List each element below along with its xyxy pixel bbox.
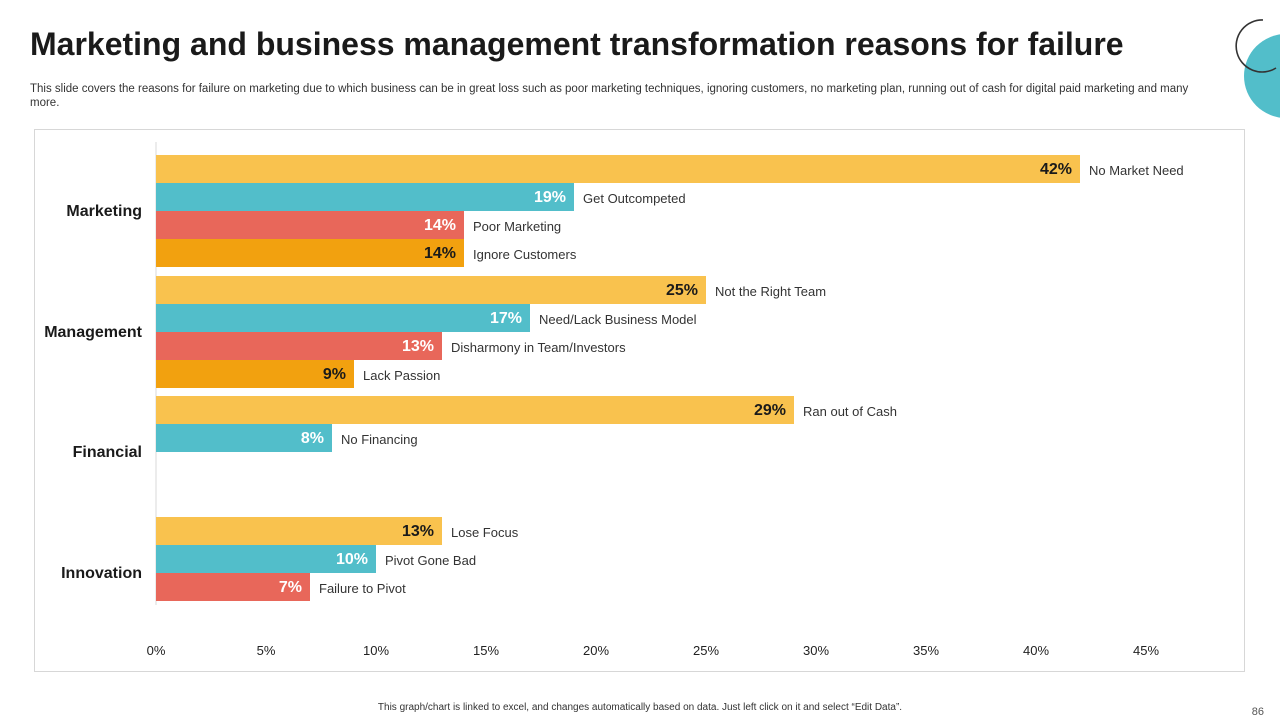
bar-reason-label: Ran out of Cash bbox=[803, 404, 897, 419]
bar-reason-label: Disharmony in Team/Investors bbox=[451, 340, 626, 355]
x-tick-label: 30% bbox=[803, 643, 829, 658]
bar-management-3 bbox=[156, 360, 354, 388]
bar-reason-label: Failure to Pivot bbox=[319, 581, 406, 596]
data-label: 13% bbox=[402, 523, 434, 540]
x-tick-label: 10% bbox=[363, 643, 389, 658]
slide-subtitle: This slide covers the reasons for failur… bbox=[30, 83, 1189, 109]
category-label-financial: Financial bbox=[73, 444, 142, 461]
bar-innovation-0 bbox=[156, 517, 442, 545]
bar-innovation-2 bbox=[156, 573, 310, 601]
data-label: 13% bbox=[402, 338, 434, 355]
category-label-management: Management bbox=[44, 324, 142, 341]
data-label: 25% bbox=[666, 282, 698, 299]
x-tick-label: 40% bbox=[1023, 643, 1049, 658]
bar-financial-1 bbox=[156, 424, 332, 452]
bar-reason-label: Get Outcompeted bbox=[583, 191, 686, 206]
bar-management-0 bbox=[156, 276, 706, 304]
x-tick-label: 35% bbox=[913, 643, 939, 658]
x-tick-label: 15% bbox=[473, 643, 499, 658]
bar-reason-label: Not the Right Team bbox=[715, 284, 826, 299]
data-label: 29% bbox=[754, 402, 786, 419]
bar-reason-label: Poor Marketing bbox=[473, 219, 561, 234]
x-tick-label: 0% bbox=[147, 643, 166, 658]
outline-arc bbox=[1235, 19, 1277, 73]
data-label: 10% bbox=[336, 551, 368, 568]
bar-marketing-3 bbox=[156, 239, 464, 267]
bar-reason-label: No Market Need bbox=[1089, 163, 1184, 178]
category-label-marketing: Marketing bbox=[66, 203, 142, 220]
bar-reason-label: No Financing bbox=[341, 432, 418, 447]
bar-innovation-1 bbox=[156, 545, 376, 573]
slide-title: Marketing and business management transf… bbox=[30, 26, 1124, 62]
data-label: 14% bbox=[424, 217, 456, 234]
data-label: 8% bbox=[301, 430, 324, 447]
data-label: 19% bbox=[534, 189, 566, 206]
footer-note: This graph/chart is linked to excel, and… bbox=[377, 702, 903, 713]
bar-management-2 bbox=[156, 332, 442, 360]
bar-chart: 0% 5% 10% 15% 20% 25% 30% 35% 40% 45% Marketing 42%… bbox=[44, 142, 1184, 658]
bar-reason-label: Need/Lack Business Model bbox=[539, 312, 697, 327]
chart-frame: 0% 5% 10% 15% 20% 25% 30% 35% 40% 45% Marketing 42%… bbox=[34, 129, 1245, 672]
x-tick-label: 25% bbox=[693, 643, 719, 658]
decorative-circles-icon bbox=[1235, 19, 1280, 118]
bar-reason-label: Lose Focus bbox=[451, 525, 519, 540]
x-tick-label: 45% bbox=[1133, 643, 1159, 658]
x-tick-label: 5% bbox=[257, 643, 276, 658]
bar-reason-label: Ignore Customers bbox=[473, 247, 577, 262]
page-number: 86 bbox=[1251, 706, 1264, 718]
bar-reason-label: Lack Passion bbox=[363, 368, 440, 383]
data-label: 9% bbox=[323, 366, 346, 383]
category-label-innovation: Innovation bbox=[61, 565, 142, 582]
bar-management-1 bbox=[156, 304, 530, 332]
bar-marketing-1 bbox=[156, 183, 574, 211]
accent-circle bbox=[1244, 34, 1280, 118]
data-label: 14% bbox=[424, 245, 456, 262]
bar-reason-label: Pivot Gone Bad bbox=[385, 553, 476, 568]
bar-marketing-2 bbox=[156, 211, 464, 239]
data-label: 7% bbox=[279, 579, 302, 596]
data-label: 42% bbox=[1040, 161, 1072, 178]
bar-marketing-0 bbox=[156, 155, 1080, 183]
x-tick-label: 20% bbox=[583, 643, 609, 658]
data-label: 17% bbox=[490, 310, 522, 327]
bar-financial-0 bbox=[156, 396, 794, 424]
